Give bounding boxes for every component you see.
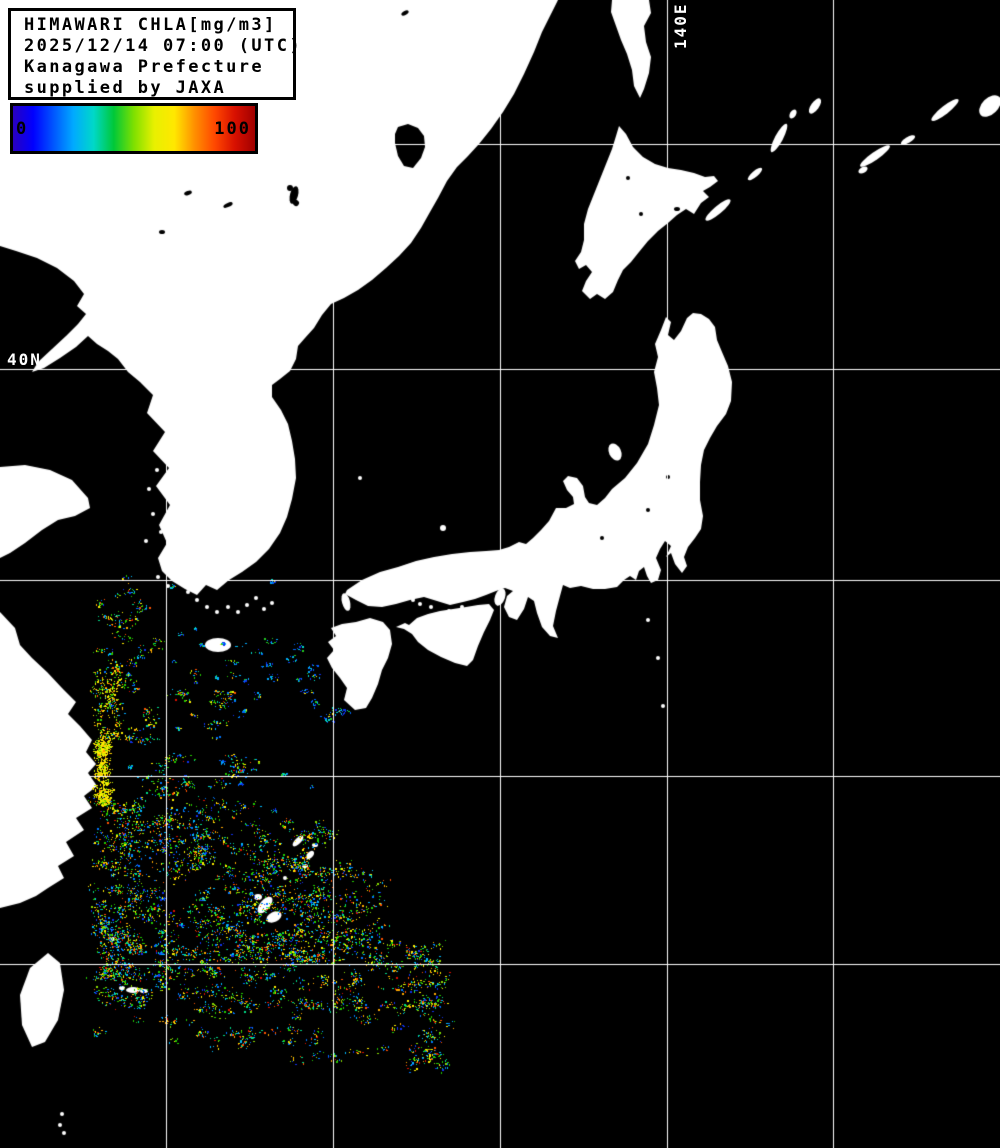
colorbar: 0 100 [10,103,258,154]
title-product: HIMAWARI CHLA[mg/m3] [24,15,277,35]
title-box: HIMAWARI CHLA[mg/m3] 2025/12/14 07:00 (U… [8,8,302,100]
title-region: Kanagawa Prefecture [24,57,265,77]
colorbar-min-label: 0 [16,119,29,139]
title-credit: supplied by JAXA [24,78,227,98]
title-datetime: 2025/12/14 07:00 (UTC) [24,36,302,56]
colorbar-max-label: 100 [214,119,251,139]
longitude-label-140e: 140E [671,2,690,49]
latitude-label-40n: 40N [7,350,42,369]
